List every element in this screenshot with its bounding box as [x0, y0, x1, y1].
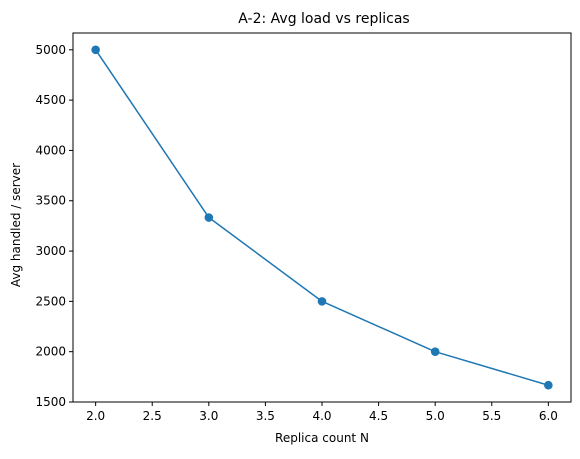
- y-tick-label: 4000: [35, 143, 66, 157]
- y-tick-label: 1500: [35, 395, 66, 409]
- y-axis: 1500 2000 2500 3000 3500 4000 4500 5000: [35, 43, 73, 409]
- x-axis-label: Replica count N: [275, 431, 369, 445]
- x-tick-label: 2.5: [143, 409, 162, 423]
- x-axis: 2.0 2.5 3.0 3.5 4.0 4.5 5.0 5.5 6.0: [86, 402, 558, 423]
- data-point: [544, 380, 553, 390]
- x-tick-label: 4.5: [369, 409, 388, 423]
- y-axis-label: Avg handled / server: [9, 163, 23, 287]
- data-point: [91, 45, 100, 55]
- y-tick-label: 3000: [35, 244, 66, 258]
- data-point: [317, 297, 327, 306]
- y-tick-label: 5000: [35, 43, 66, 57]
- series-layer: [91, 45, 553, 390]
- y-tick-label: 2500: [35, 294, 66, 308]
- y-tick-label: 2000: [35, 345, 66, 359]
- data-point: [204, 213, 214, 222]
- y-tick-label: 3500: [35, 194, 66, 208]
- x-tick-label: 3.0: [199, 409, 218, 423]
- y-tick-label: 4500: [35, 93, 66, 107]
- x-tick-label: 4.0: [312, 409, 331, 423]
- chart-title: A-2: Avg load vs replicas: [238, 11, 409, 27]
- x-tick-label: 2.0: [86, 409, 105, 423]
- x-tick-label: 5.5: [482, 409, 501, 423]
- x-tick-label: 6.0: [539, 409, 558, 423]
- x-tick-label: 5.0: [426, 409, 445, 423]
- data-point: [430, 347, 440, 356]
- x-tick-label: 3.5: [256, 409, 275, 423]
